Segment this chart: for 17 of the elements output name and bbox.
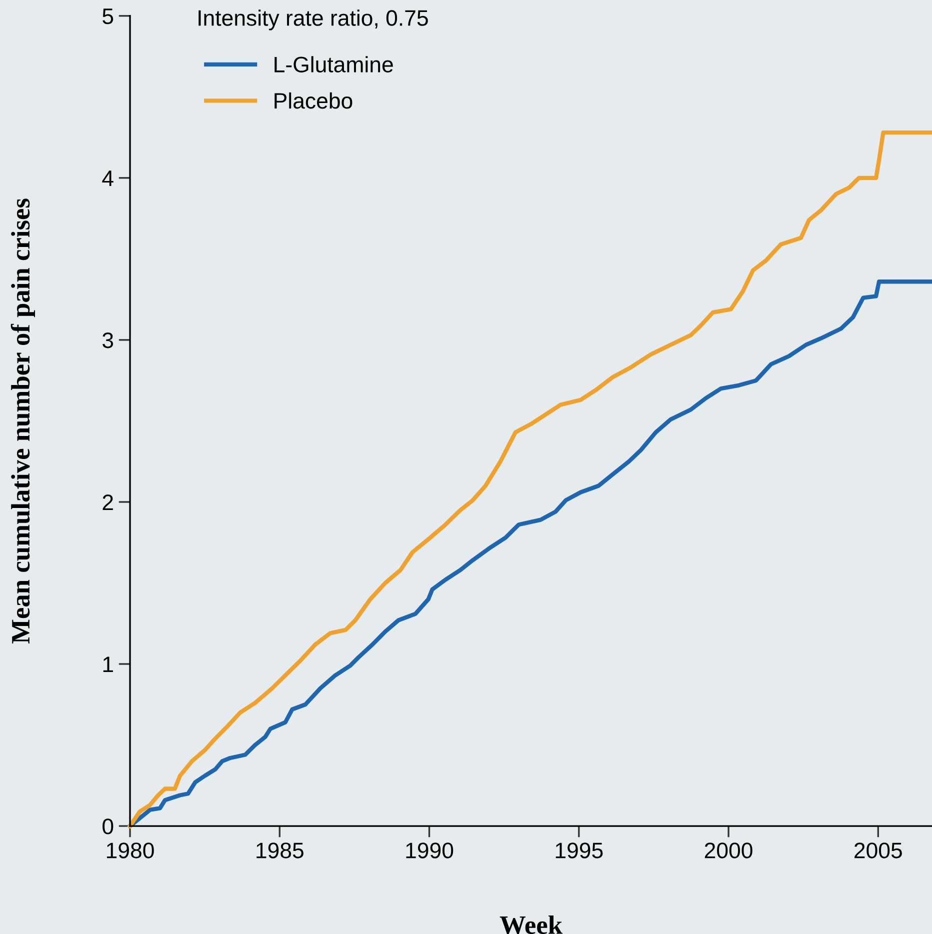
y-tick-label: 2 [102,494,113,510]
x-tick-label: 1985 [256,842,304,858]
annotation: Intensity rate ratio, 0.75 [198,10,428,30]
y-tick-label: 3 [102,332,114,348]
x-tick-label: 2005 [854,842,902,858]
x-tick-label: 1990 [406,842,454,858]
legend-label: L-Glutamine [274,56,393,72]
x-tick-label: 1995 [556,842,603,858]
x-tick-label: 1980 [106,842,154,858]
y-axis-title: Mean cumulative number of pain crises [10,198,36,644]
y-tick-label: 5 [102,8,114,24]
y-tick-label: 4 [102,170,114,186]
y-tick-label: 0 [102,818,114,834]
y-tick-label: 1 [103,656,113,672]
x-tick-label: 2000 [704,842,752,858]
x-axis-title: Week [500,915,562,934]
legend-label: Placebo [274,92,352,109]
